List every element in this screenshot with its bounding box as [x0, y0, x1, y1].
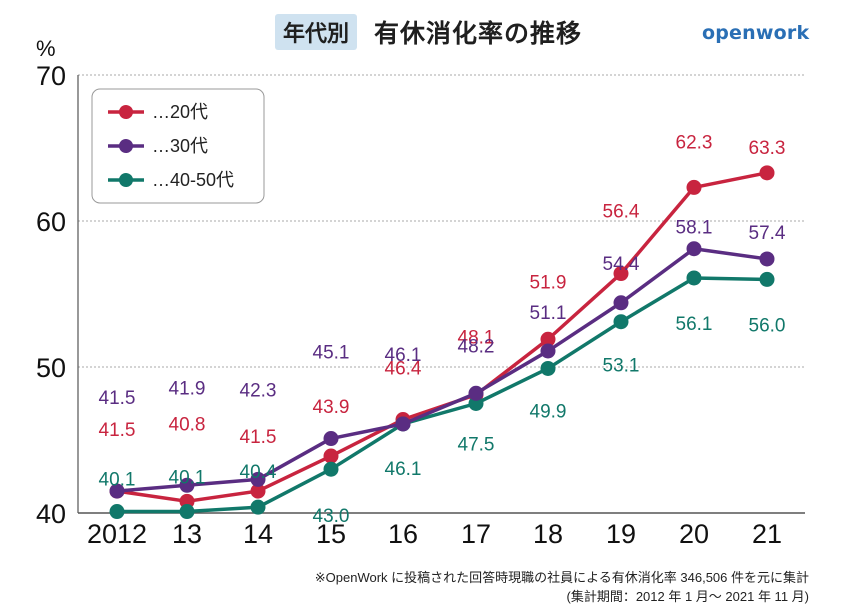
data-point: [540, 343, 556, 359]
data-point: [613, 295, 629, 311]
y-tick-label: 70: [36, 61, 66, 91]
data-label: 47.5: [458, 435, 495, 456]
data-label: 41.5: [99, 420, 136, 441]
data-label: 56.0: [749, 315, 786, 336]
series-line-2: [117, 276, 768, 514]
chart-title: 年代別 有休消化率の推移: [0, 14, 857, 50]
data-label: 49.9: [530, 401, 567, 422]
x-tick-label: 18: [533, 519, 563, 549]
data-point: [686, 179, 702, 195]
data-point: [759, 165, 775, 181]
legend-marker: [119, 139, 133, 153]
series-line-0: [116, 171, 768, 504]
data-label: 48.2: [458, 336, 495, 357]
data-point: [323, 448, 339, 464]
data-label: 63.3: [749, 138, 786, 159]
x-tick-label: 20: [679, 519, 709, 549]
data-point: [395, 416, 411, 432]
title-text: 有休消化率の推移: [374, 19, 583, 48]
x-tick-label: 2012: [87, 519, 147, 549]
data-label: 40.8: [169, 414, 206, 435]
x-tick-label: 21: [752, 519, 782, 549]
gridlines: [78, 74, 805, 368]
x-tick-label: 16: [388, 519, 418, 549]
y-tick-label: 60: [36, 207, 66, 237]
x-tick-label: 15: [316, 519, 346, 549]
data-label: 46.1: [385, 459, 422, 480]
data-label: 45.1: [313, 343, 350, 364]
data-label: 41.5: [240, 427, 277, 448]
data-label: 41.9: [169, 378, 206, 399]
data-point: [759, 271, 775, 287]
x-axis-ticks: 2012 13 14 15 16 17 18 19 20 21: [87, 519, 782, 549]
data-labels: 41.5 40.8 41.5 43.9 46.4 48.1 51.9 56.4 62.3 63.3…: [99, 132, 786, 527]
data-label: 62.3: [676, 132, 713, 153]
y-axis-ticks: 40 50 60 70: [36, 61, 66, 529]
x-tick-label: 13: [172, 519, 202, 549]
data-point: [323, 431, 339, 447]
data-label: 41.5: [99, 388, 136, 409]
data-point: [250, 471, 266, 487]
footnote-period: (集計期間：2012 年 1 月〜 2021 年 11 月): [566, 589, 809, 604]
legend-label: …40-50代: [152, 170, 234, 190]
legend: …20代 …30代 …40-50代: [91, 88, 265, 204]
data-label: 57.4: [749, 223, 786, 244]
data-label: 46.1: [385, 345, 422, 366]
openwork-logo: openwork: [702, 22, 810, 44]
legend-label: …30代: [152, 136, 208, 156]
legend-box: [91, 88, 265, 204]
data-point: [109, 483, 125, 499]
x-tick-label: 19: [606, 519, 636, 549]
y-tick-label: 40: [36, 499, 66, 529]
data-point: [759, 251, 775, 267]
data-label: 48.1: [458, 328, 495, 349]
data-label: 43.0: [313, 506, 350, 527]
data-point: [109, 504, 125, 520]
data-point: [613, 266, 629, 282]
data-label: 40.4: [240, 462, 277, 483]
data-point: [250, 499, 266, 515]
data-label: 51.9: [530, 272, 567, 293]
data-point: [250, 483, 266, 499]
footnote-source: ※OpenWork に投稿された回答時現職の社員による有休消化率 346,506…: [314, 570, 809, 585]
data-label: 42.3: [240, 380, 277, 401]
series-group: [109, 165, 775, 520]
data-point: [179, 504, 195, 520]
data-label: 51.1: [530, 303, 567, 324]
data-point: [179, 477, 195, 493]
data-label: 53.1: [603, 356, 640, 377]
data-label: 56.1: [676, 314, 713, 335]
data-point: [468, 385, 484, 401]
data-label: 54.4: [603, 254, 640, 275]
title-badge: 年代別: [274, 14, 357, 50]
x-tick-label: 14: [243, 519, 273, 549]
legend-label: …20代: [152, 102, 208, 122]
data-point: [686, 270, 702, 286]
data-point: [540, 331, 556, 347]
data-label: 40.1: [99, 470, 136, 491]
data-label: 43.9: [313, 397, 350, 418]
x-tick-label: 17: [461, 519, 491, 549]
y-tick-label: 50: [36, 353, 66, 383]
data-label: 56.4: [603, 202, 640, 223]
data-label: 58.1: [676, 218, 713, 239]
data-point: [323, 461, 339, 477]
legend-marker: [119, 105, 133, 119]
data-label: 40.1: [169, 468, 206, 489]
data-label: 46.4: [385, 359, 422, 380]
series-line-1: [116, 246, 768, 493]
data-point: [613, 314, 629, 330]
legend-marker: [119, 173, 133, 187]
data-point: [686, 241, 702, 257]
y-axis-unit: %: [36, 36, 56, 61]
data-point: [540, 360, 556, 376]
